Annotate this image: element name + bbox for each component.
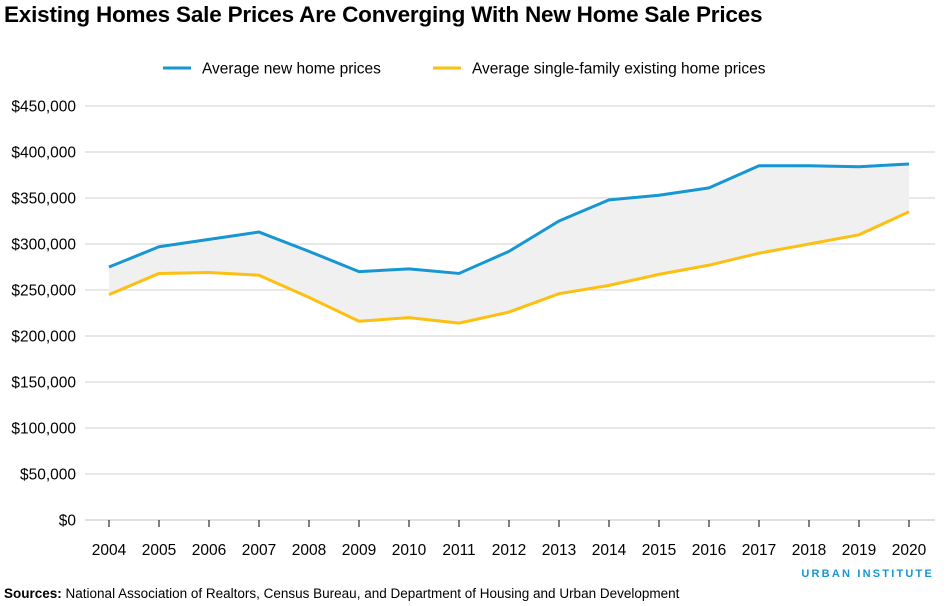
x-tick-label: 2018 — [792, 542, 826, 559]
sources-note: Sources: National Association of Realtor… — [4, 586, 679, 601]
y-tick-label: $0 — [59, 513, 77, 530]
sources-label: Sources: — [4, 586, 62, 601]
y-tick-label: $350,000 — [11, 191, 76, 208]
y-tick-label: $200,000 — [11, 329, 76, 346]
legend-label: Average new home prices — [202, 61, 381, 78]
x-tick-label: 2017 — [742, 542, 776, 559]
x-tick-label: 2013 — [542, 542, 576, 559]
x-tick-label: 2010 — [392, 542, 427, 559]
gap-shaded-area — [109, 163, 909, 324]
x-tick-label: 2016 — [692, 542, 726, 559]
y-tick-label: $300,000 — [11, 237, 76, 254]
y-tick-label: $50,000 — [20, 467, 76, 484]
x-tick-label: 2020 — [892, 542, 927, 559]
y-tick-label: $150,000 — [11, 375, 76, 392]
x-tick-label: 2006 — [192, 542, 226, 559]
legend-label: Average single-family existing home pric… — [472, 61, 766, 78]
x-tick-label: 2015 — [642, 542, 676, 559]
y-tick-label: $450,000 — [11, 99, 76, 116]
x-tick-label: 2008 — [292, 542, 326, 559]
urban-institute-logo: URBAN INSTITUTE — [801, 568, 934, 580]
sources-text: National Association of Realtors, Census… — [61, 586, 680, 601]
x-tick-label: 2004 — [92, 542, 127, 559]
y-tick-label: $400,000 — [11, 145, 76, 162]
x-tick-label: 2012 — [492, 542, 526, 559]
y-tick-label: $250,000 — [11, 283, 76, 300]
x-tick-label: 2005 — [142, 542, 176, 559]
x-tick-label: 2011 — [442, 542, 475, 559]
x-tick-label: 2007 — [242, 542, 276, 559]
x-tick-label: 2014 — [592, 542, 627, 559]
chart-title: Existing Homes Sale Prices Are Convergin… — [4, 2, 763, 27]
x-tick-label: 2009 — [342, 542, 376, 559]
y-tick-label: $100,000 — [11, 421, 76, 438]
x-tick-label: 2019 — [842, 542, 876, 559]
